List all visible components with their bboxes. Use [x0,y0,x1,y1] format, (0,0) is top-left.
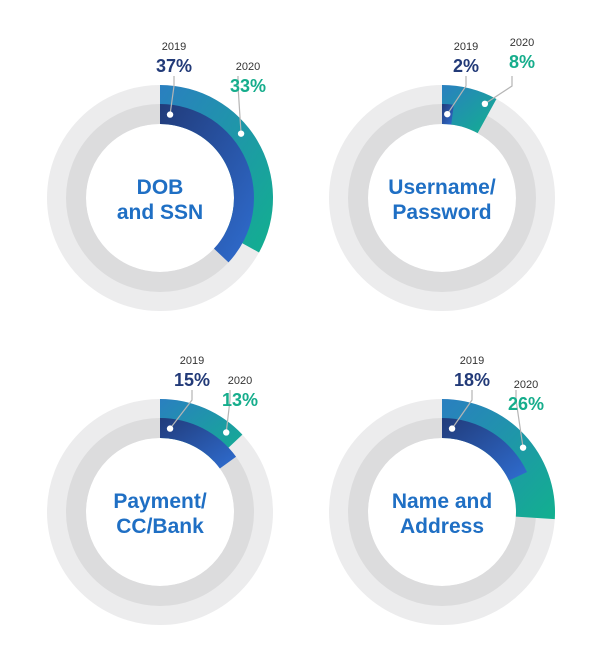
year-label-2019: 2019 [162,41,186,53]
value-label-2020: 13% [222,390,258,410]
leader-dot-2019 [448,425,456,432]
leader-line-2020 [484,76,513,105]
arc-2019 [160,418,237,469]
leader-dot-2020 [481,100,489,108]
year-label-2019: 2019 [454,41,478,53]
leader-line-2020 [237,76,242,134]
leader-dot-2020 [237,130,245,137]
leader-dot-2020 [519,444,527,451]
center-label: CC/Bank [116,515,204,538]
donut-panel: 2019 2% 2020 8% Username/Password [329,37,555,311]
leader-line-2020 [515,390,524,448]
donut-panel: 2019 15% 2020 13% Payment/CC/Bank [47,355,273,625]
leader-line-2019 [451,390,473,429]
leader-line-2020 [225,390,231,433]
year-label-2020: 2020 [514,379,538,391]
value-label-2019: 2% [453,56,479,76]
year-label-2020: 2020 [228,375,252,387]
year-label-2020: 2020 [510,37,534,49]
leader-line-2019 [446,76,467,115]
value-label-2019: 37% [156,56,192,76]
value-label-2019: 18% [454,370,490,390]
value-label-2020: 26% [508,394,544,414]
value-label-2019: 15% [174,370,210,390]
value-label-2020: 33% [230,76,266,96]
center-label: and SSN [117,201,203,224]
year-label-2019: 2019 [180,355,204,367]
center-label: Payment/ [113,490,207,513]
arc-2019 [160,103,255,263]
center-label: Name and [392,490,492,513]
year-label-2019: 2019 [460,355,484,367]
arc-2019 [442,418,528,481]
center-label: Username/ [388,176,496,199]
leader-dot-2020 [223,429,230,436]
leader-dot-2019 [166,425,174,432]
center-label: DOB [137,176,184,199]
year-label-2020: 2020 [236,61,260,73]
value-label-2020: 8% [509,52,535,72]
leader-dot-2019 [444,110,451,118]
center-label: Password [392,201,491,224]
arc-2020 [442,85,497,134]
center-label: Address [400,515,484,538]
leader-dot-2019 [166,111,174,118]
leader-line-2019 [169,390,193,429]
leader-line-2019 [169,76,175,115]
